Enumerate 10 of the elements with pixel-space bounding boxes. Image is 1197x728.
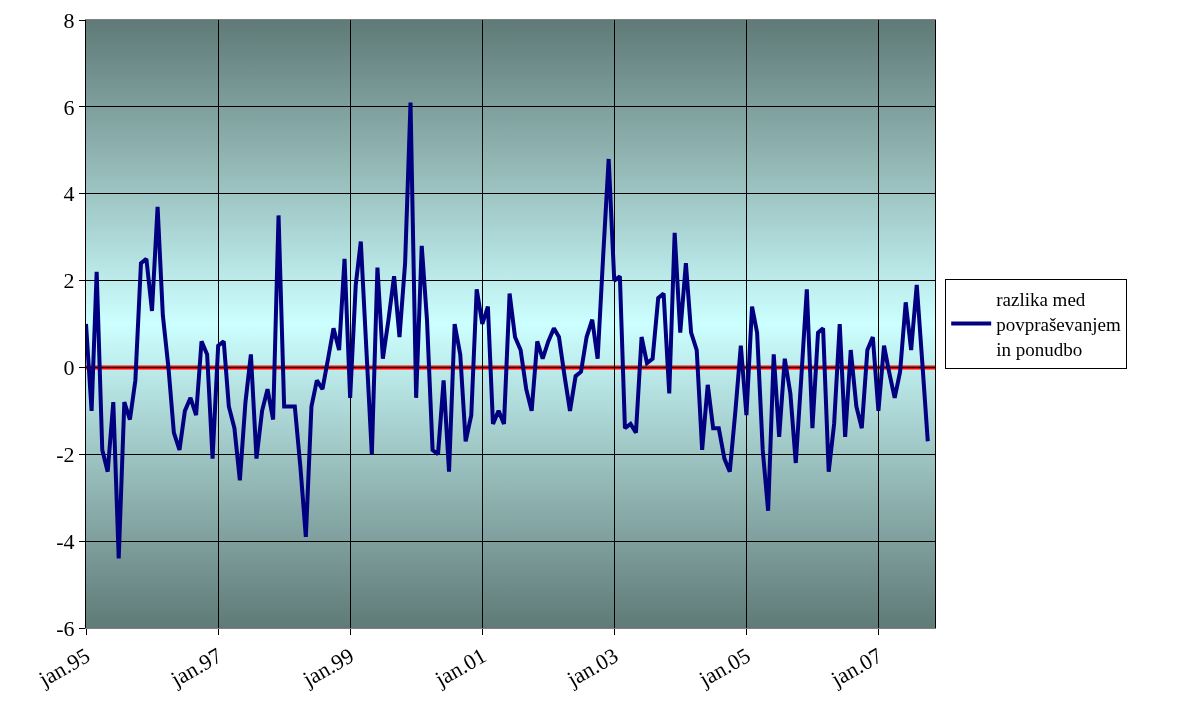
y-tick-label: -2 [56,441,75,467]
legend-label: razlika med povpraševanjem in ponudbo [996,289,1121,360]
y-tick-label: -6 [56,615,75,641]
y-tick-label: 0 [63,355,75,381]
y-tick-label: 4 [63,181,75,207]
y-tick-label: -4 [56,528,75,554]
y-tick-label: 2 [63,268,75,294]
y-tick-label: 8 [63,7,75,33]
line-series [86,100,930,561]
y-tick-label: 6 [63,94,75,120]
